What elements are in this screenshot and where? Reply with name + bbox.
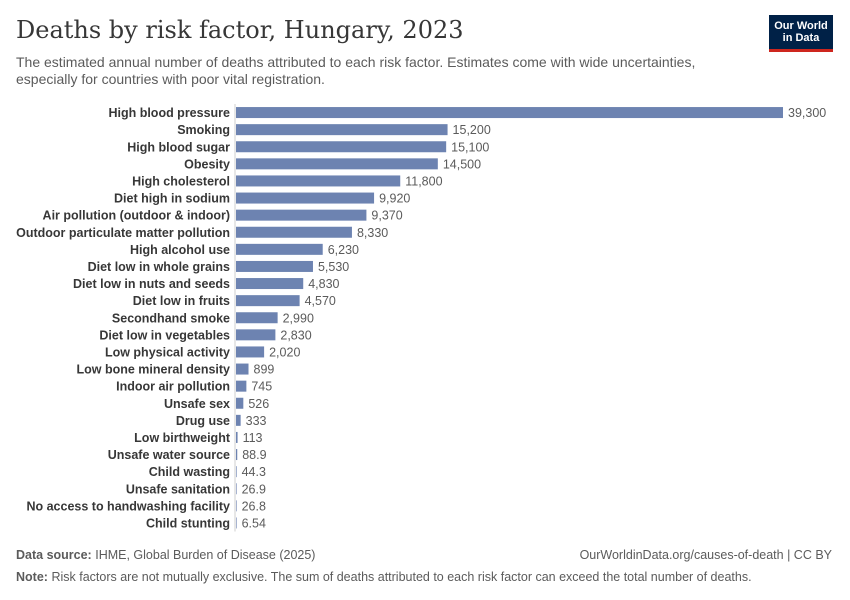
bar[interactable] (236, 380, 247, 392)
category-label: High blood pressure (108, 106, 230, 120)
category-label: Low bone mineral density (77, 363, 231, 377)
value-label: 2,830 (280, 328, 311, 342)
category-label: Unsafe sex (164, 397, 230, 411)
category-label: Smoking (177, 123, 230, 137)
bar[interactable] (236, 466, 237, 478)
value-label: 333 (246, 414, 267, 428)
bar[interactable] (236, 107, 783, 119)
value-label: 5,530 (318, 260, 349, 274)
bar[interactable] (236, 260, 313, 272)
category-label: Low birthweight (134, 431, 231, 445)
value-label: 2,990 (283, 311, 314, 325)
bar[interactable] (236, 124, 448, 136)
value-label: 39,300 (788, 106, 826, 120)
value-label: 6.54 (242, 516, 266, 530)
value-label: 526 (248, 397, 269, 411)
bar[interactable] (236, 414, 241, 426)
data-source: Data source: IHME, Global Burden of Dise… (16, 548, 315, 562)
bar[interactable] (236, 226, 352, 238)
logo-line-1: Our World (774, 20, 828, 32)
bar[interactable] (236, 431, 238, 443)
category-label: Diet low in fruits (133, 294, 230, 308)
value-label: 899 (254, 363, 275, 377)
value-label: 15,100 (451, 140, 489, 154)
category-label: Diet low in whole grains (88, 260, 230, 274)
category-label: Outdoor particulate matter pollution (16, 226, 230, 240)
value-label: 113 (243, 431, 263, 445)
note-label: Note: (16, 570, 48, 584)
bar[interactable] (236, 449, 238, 461)
category-label: Low physical activity (105, 345, 230, 359)
note-text: Risk factors are not mutually exclusive.… (51, 570, 752, 584)
value-label: 2,020 (269, 345, 300, 359)
bar[interactable] (236, 483, 237, 495)
bar[interactable] (236, 312, 278, 324)
category-label: Drug use (176, 414, 230, 428)
value-label: 15,200 (453, 123, 491, 137)
value-label: 26.9 (242, 482, 266, 496)
value-label: 11,800 (405, 174, 442, 188)
bar[interactable] (236, 295, 300, 307)
bar[interactable] (236, 363, 249, 375)
data-source-text[interactable]: IHME, Global Burden of Disease (2025) (95, 548, 316, 562)
value-label: 14,500 (443, 157, 481, 171)
category-label: No access to handwashing facility (26, 499, 230, 513)
value-label: 6,230 (328, 243, 359, 257)
chart-title: Deaths by risk factor, Hungary, 2023 (16, 16, 464, 44)
bar[interactable] (236, 243, 323, 255)
category-label: Indoor air pollution (116, 380, 230, 394)
bar[interactable] (236, 346, 265, 358)
value-label: 4,830 (308, 277, 339, 291)
category-label: Obesity (184, 157, 230, 171)
bar[interactable] (236, 175, 401, 187)
bar[interactable] (236, 329, 276, 341)
category-label: Secondhand smoke (112, 311, 230, 325)
value-label: 4,570 (305, 294, 336, 308)
footer-note: Note: Risk factors are not mutually excl… (16, 570, 752, 584)
bar[interactable] (236, 209, 367, 221)
value-label: 745 (251, 380, 272, 394)
value-label: 9,920 (379, 192, 410, 206)
bar[interactable] (236, 158, 438, 170)
category-label: Air pollution (outdoor & indoor) (43, 209, 230, 223)
value-label: 8,330 (357, 226, 388, 240)
category-label: Child stunting (146, 516, 230, 530)
footer-url[interactable]: OurWorldinData.org/causes-of-death | CC … (579, 548, 832, 562)
chart-subtitle: The estimated annual number of deaths at… (16, 54, 696, 87)
category-label: High cholesterol (132, 174, 230, 188)
category-label: Diet high in sodium (114, 192, 230, 206)
bar[interactable] (236, 141, 447, 153)
value-label: 44.3 (242, 465, 266, 479)
category-label: Diet low in vegetables (99, 328, 230, 342)
value-label: 9,370 (371, 209, 402, 223)
bar[interactable] (236, 192, 375, 204)
bar[interactable] (236, 500, 237, 512)
value-label: 26.8 (242, 499, 266, 513)
category-label: Unsafe water source (108, 448, 230, 462)
owid-logo[interactable]: Our World in Data (769, 15, 833, 52)
data-source-label: Data source: (16, 548, 92, 562)
category-label: Unsafe sanitation (126, 482, 230, 496)
value-label: 88.9 (242, 448, 266, 462)
category-label: High alcohol use (130, 243, 230, 257)
category-label: Diet low in nuts and seeds (73, 277, 230, 291)
bar[interactable] (236, 517, 237, 529)
category-label: Child wasting (149, 465, 230, 479)
logo-line-2: in Data (782, 32, 820, 44)
bar[interactable] (236, 278, 304, 290)
bar[interactable] (236, 397, 244, 409)
category-label: High blood sugar (127, 140, 230, 154)
